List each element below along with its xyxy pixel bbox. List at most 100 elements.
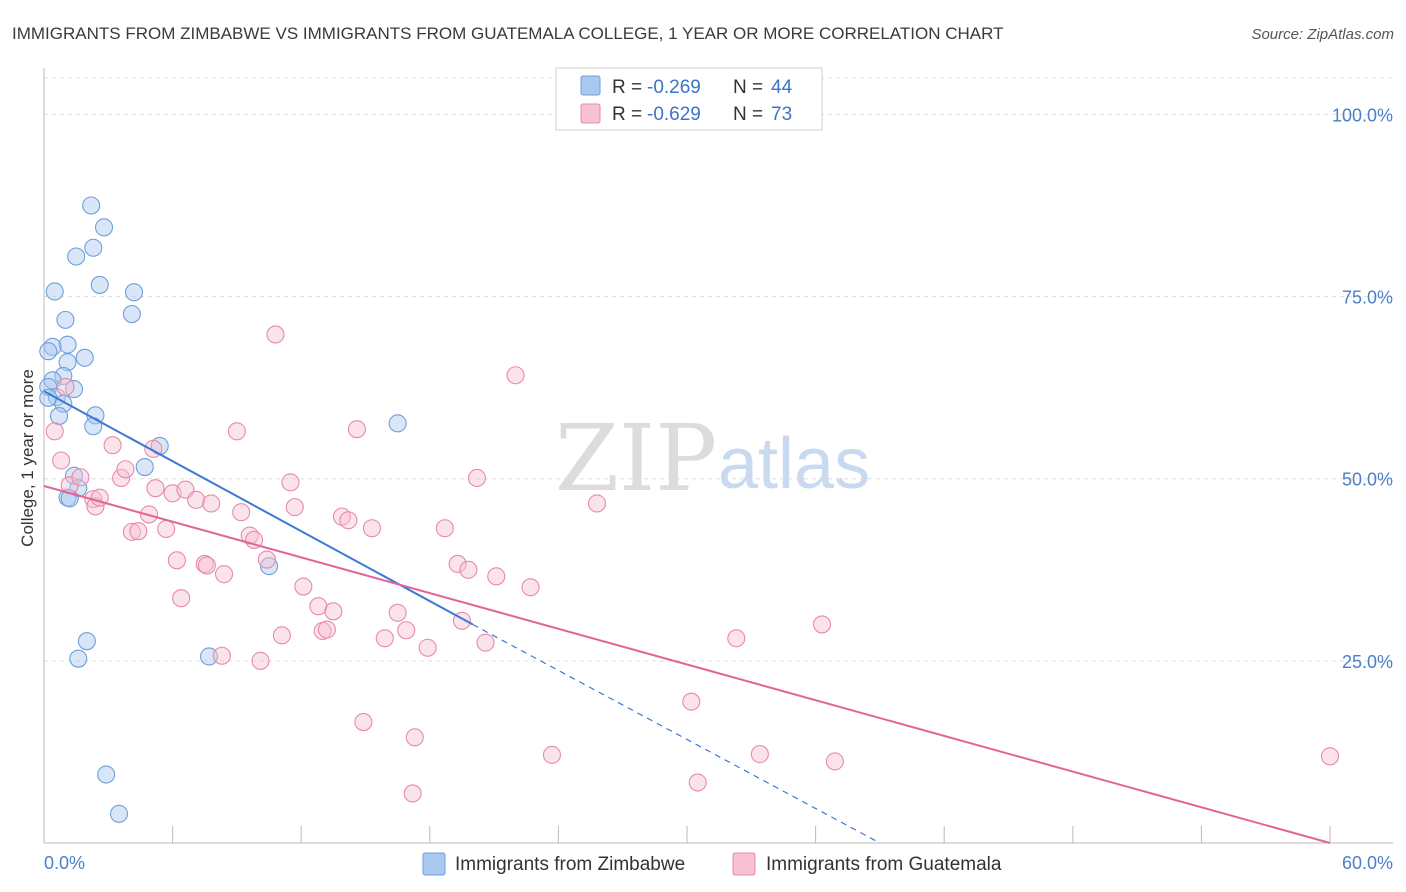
trend-line-zimbabwe — [43, 390, 474, 626]
point-guatemala-62 — [542, 745, 562, 764]
trend-lines — [43, 390, 1331, 844]
point-guatemala-10 — [116, 460, 135, 479]
point-zimbabwe-6 — [124, 283, 144, 302]
point-guatemala-46 — [362, 519, 381, 538]
point-zimbabwe-4 — [90, 275, 109, 294]
point-zimbabwe-3 — [84, 238, 103, 257]
point-guatemala-25 — [212, 646, 231, 665]
series-legend-swatch-guatemala — [732, 852, 756, 876]
chart-title: IMMIGRANTS FROM ZIMBABWE VS IMMIGRANTS F… — [12, 24, 1003, 43]
gridlines — [44, 77, 1393, 662]
point-guatemala-2 — [56, 377, 75, 396]
trend-line-guatemala — [43, 485, 1331, 844]
point-guatemala-65 — [682, 692, 701, 711]
point-guatemala-36 — [285, 498, 304, 517]
point-guatemala-67 — [750, 745, 769, 764]
point-guatemala-43 — [339, 511, 358, 530]
point-zimbabwe-21 — [49, 407, 69, 426]
point-guatemala-1 — [52, 451, 71, 470]
point-guatemala-26 — [214, 565, 234, 584]
point-guatemala-58 — [476, 633, 495, 652]
point-guatemala-54 — [448, 554, 467, 574]
point-guatemala-31 — [251, 651, 270, 670]
point-guatemala-52 — [418, 638, 437, 657]
legend-n-value-guatemala: 73 — [771, 104, 792, 125]
point-guatemala-45 — [354, 713, 373, 732]
point-guatemala-28 — [232, 503, 251, 522]
x-tick-label-min: 0.0% — [44, 853, 85, 873]
point-zimbabwe-31 — [259, 557, 279, 576]
point-guatemala-24 — [202, 494, 221, 513]
point-guatemala-38 — [309, 597, 328, 616]
point-guatemala-63 — [587, 494, 607, 513]
point-guatemala-51 — [405, 728, 424, 747]
point-guatemala-21 — [187, 490, 206, 509]
point-zimbabwe-26 — [135, 458, 154, 477]
series-legend-label-guatemala: Immigrants from Guatemala — [766, 854, 1002, 875]
point-guatemala-56 — [459, 560, 478, 579]
point-guatemala-60 — [506, 366, 525, 385]
point-guatemala-0 — [45, 422, 64, 441]
point-guatemala-61 — [521, 578, 540, 597]
point-guatemala-40 — [317, 620, 336, 639]
x-ticks — [43, 826, 1331, 843]
point-zimbabwe-8 — [122, 305, 141, 324]
chart-source: Source: ZipAtlas.com — [1251, 26, 1394, 43]
y-axis-label: College, 1 year or more — [18, 369, 37, 547]
point-guatemala-19 — [172, 589, 191, 608]
point-zimbabwe-7 — [56, 310, 75, 329]
point-guatemala-12 — [129, 522, 148, 541]
legend-r-value-guatemala: -0.629 — [647, 104, 701, 125]
legend-n-label-zimbabwe: N = — [733, 77, 763, 98]
watermark-zip: ZIP — [555, 405, 717, 512]
legend-swatch-zimbabwe — [580, 75, 601, 96]
legend-r-value-zimbabwe: -0.269 — [647, 77, 701, 98]
point-zimbabwe-9 — [58, 335, 77, 354]
point-guatemala-35 — [281, 473, 300, 492]
point-guatemala-57 — [467, 468, 487, 488]
point-guatemala-50 — [403, 784, 422, 803]
point-zimbabwe-2 — [67, 247, 86, 266]
point-zimbabwe-13 — [58, 353, 77, 372]
y-tick-label-0: 100.0% — [1332, 105, 1393, 125]
point-zimbabwe-1 — [94, 218, 114, 237]
point-guatemala-48 — [388, 603, 407, 622]
series-legend-label-zimbabwe: Immigrants from Zimbabwe — [455, 854, 685, 875]
point-zimbabwe-36 — [109, 804, 129, 823]
series-legend: Immigrants from Zimbabwe Immigrants from… — [422, 852, 1002, 876]
point-zimbabwe-35 — [97, 765, 116, 784]
legend-r-label-zimbabwe: R = — [612, 77, 642, 98]
point-zimbabwe-0 — [82, 196, 101, 215]
point-guatemala-37 — [294, 577, 313, 596]
trend-extension-zimbabwe — [472, 623, 881, 844]
legend-n-label-guatemala: N = — [733, 104, 763, 125]
point-zimbabwe-33 — [69, 649, 88, 668]
point-guatemala-47 — [375, 629, 394, 648]
point-guatemala-68 — [812, 615, 832, 634]
y-tick-label-2: 50.0% — [1342, 470, 1393, 490]
y-tick-label-3: 25.0% — [1342, 652, 1393, 672]
point-zimbabwe-11 — [39, 342, 58, 361]
point-guatemala-11 — [122, 522, 141, 541]
watermark-atlas: atlas — [718, 424, 870, 504]
point-zimbabwe-23 — [388, 414, 407, 433]
point-guatemala-23 — [197, 556, 216, 575]
point-guatemala-27 — [227, 422, 246, 441]
point-zimbabwe-5 — [45, 282, 64, 301]
point-guatemala-34 — [272, 626, 291, 645]
point-guatemala-41 — [324, 602, 343, 621]
point-guatemala-32 — [257, 550, 276, 569]
point-guatemala-69 — [825, 752, 844, 771]
point-guatemala-16 — [157, 519, 176, 539]
watermark: ZIP atlas — [555, 405, 870, 512]
point-guatemala-64 — [688, 773, 707, 792]
point-guatemala-49 — [397, 621, 416, 640]
stats-legend: R = -0.269 N = 44 R = -0.629 N = 73 — [555, 67, 823, 131]
axes — [43, 68, 1393, 844]
legend-r-label-guatemala: R = — [612, 104, 642, 125]
point-guatemala-59 — [487, 567, 506, 586]
series-legend-swatch-zimbabwe — [422, 852, 446, 876]
point-zimbabwe-14 — [54, 366, 73, 386]
point-guatemala-66 — [727, 629, 746, 648]
